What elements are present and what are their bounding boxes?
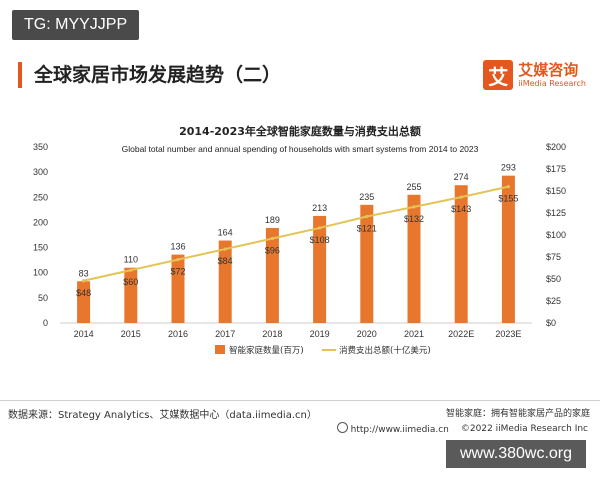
legend-bar-swatch (215, 345, 225, 354)
line-point (129, 268, 133, 272)
combo-chart: 2014-2023年全球智能家庭数量与消费支出总额 Global total n… (33, 124, 566, 356)
channel-tag: TG: MYYJJPP (12, 10, 140, 40)
data-source: 数据来源：Strategy Analytics、艾媒数据中心（data.iime… (8, 410, 317, 421)
legend-bar-label: 智能家庭数量(百万) (229, 345, 304, 356)
y-left-tick-label: 100 (33, 268, 48, 278)
logo-name-en: iiMedia Research (518, 78, 586, 88)
y-left-tick-label: 200 (33, 217, 48, 227)
page-title: 全球家居市场发展趋势（二） (34, 64, 282, 86)
bar-value-label: 136 (170, 242, 185, 252)
y-right-tick-label: $0 (546, 318, 556, 328)
line-point (459, 195, 463, 199)
spending-line (83, 185, 509, 282)
line-value-label: $132 (404, 214, 424, 224)
bar (77, 281, 91, 323)
y-left-tick-label: 300 (33, 167, 48, 177)
watermark: www.380wc.org (446, 440, 586, 468)
y-right-tick-label: $25 (546, 296, 561, 306)
bar-value-label: 255 (406, 182, 421, 192)
line-value-label: $121 (357, 224, 377, 234)
y-right-tick-label: $100 (546, 230, 566, 240)
bar (171, 254, 185, 323)
bar (360, 204, 374, 323)
y-left-tick-label: 250 (33, 192, 48, 202)
bar-value-label: 274 (454, 172, 469, 182)
x-tick-label: 2019 (310, 329, 330, 339)
y-right-tick-label: $75 (546, 252, 561, 262)
line-point (412, 205, 416, 209)
website-url[interactable]: http://www.iimedia.cn (350, 425, 449, 435)
line-point (506, 185, 510, 189)
bar (124, 267, 138, 323)
copyright: ©2022 iiMedia Research Inc (460, 423, 588, 434)
y-right-tick-label: $175 (546, 164, 566, 174)
x-tick-label: 2016 (168, 329, 188, 339)
line-point (318, 226, 322, 230)
bar (407, 194, 421, 323)
chart-subtitle: Global total number and annual spending … (122, 144, 479, 154)
bar-value-label: 110 (124, 255, 138, 265)
line-value-label: $84 (218, 256, 233, 266)
legend-line-label: 消费支出总额(十亿美元) (339, 345, 431, 356)
line-point (365, 214, 369, 219)
line-value-label: $48 (76, 288, 91, 298)
x-tick-label: 2021 (404, 329, 424, 339)
x-tick-label: 2020 (357, 329, 377, 339)
y-right-tick-label: $150 (546, 186, 566, 196)
bar (313, 215, 327, 323)
bar-value-label: 213 (312, 203, 327, 213)
line-value-label: $108 (310, 235, 330, 245)
x-tick-label: 2022E (448, 329, 474, 339)
x-tick-label: 2017 (215, 329, 235, 339)
footer-divider (0, 400, 600, 401)
y-right-tick-label: $50 (546, 274, 561, 284)
website-link[interactable]: http://www.iimedia.cn (336, 422, 449, 435)
chart-title: 2014-2023年全球智能家庭数量与消费支出总额 (179, 124, 421, 138)
x-tick-label: 2014 (74, 329, 94, 339)
bar-value-label: 189 (265, 215, 280, 225)
line-value-label: $143 (451, 204, 471, 214)
x-tick-label: 2023E (495, 329, 521, 339)
title-accent-bar (18, 62, 22, 88)
bar (501, 175, 515, 323)
bar (218, 240, 232, 323)
bar-value-label: 164 (218, 228, 233, 238)
line-value-label: $60 (123, 277, 138, 287)
bar-value-label: 293 (501, 163, 516, 173)
y-right-tick-label: $200 (546, 142, 566, 152)
bar-value-label: 83 (79, 268, 89, 278)
x-tick-label: 2018 (262, 329, 282, 339)
bar (454, 185, 468, 323)
y-left-tick-label: 50 (38, 293, 48, 303)
line-point (270, 236, 274, 241)
line-point (223, 247, 227, 251)
line-point (176, 258, 180, 262)
globe-icon (336, 422, 348, 433)
chart-container: 2014-2023年全球智能家庭数量与消费支出总额 Global total n… (0, 110, 600, 380)
y-left-tick-label: 150 (33, 243, 48, 253)
logo-mark-icon: 艾 (483, 60, 514, 90)
logo-name-cn: 艾媒咨询 (518, 60, 579, 79)
line-value-label: $72 (170, 267, 185, 277)
y-left-tick-label: 0 (43, 318, 48, 328)
footer-bar: http://www.iimedia.cn ©2022 iiMedia Rese… (336, 422, 588, 435)
bar (265, 227, 279, 323)
line-point (82, 279, 86, 283)
line-value-label: $155 (498, 194, 518, 204)
x-tick-label: 2015 (121, 329, 141, 339)
definition-note: 智能家庭：拥有智能家居产品的家庭 (445, 409, 590, 419)
line-value-label: $96 (265, 246, 280, 256)
y-left-tick-label: 350 (33, 142, 48, 152)
bar-value-label: 235 (359, 192, 374, 202)
y-right-tick-label: $125 (546, 208, 566, 218)
brand-logo: 艾 艾媒咨询 iiMedia Research (483, 58, 586, 92)
